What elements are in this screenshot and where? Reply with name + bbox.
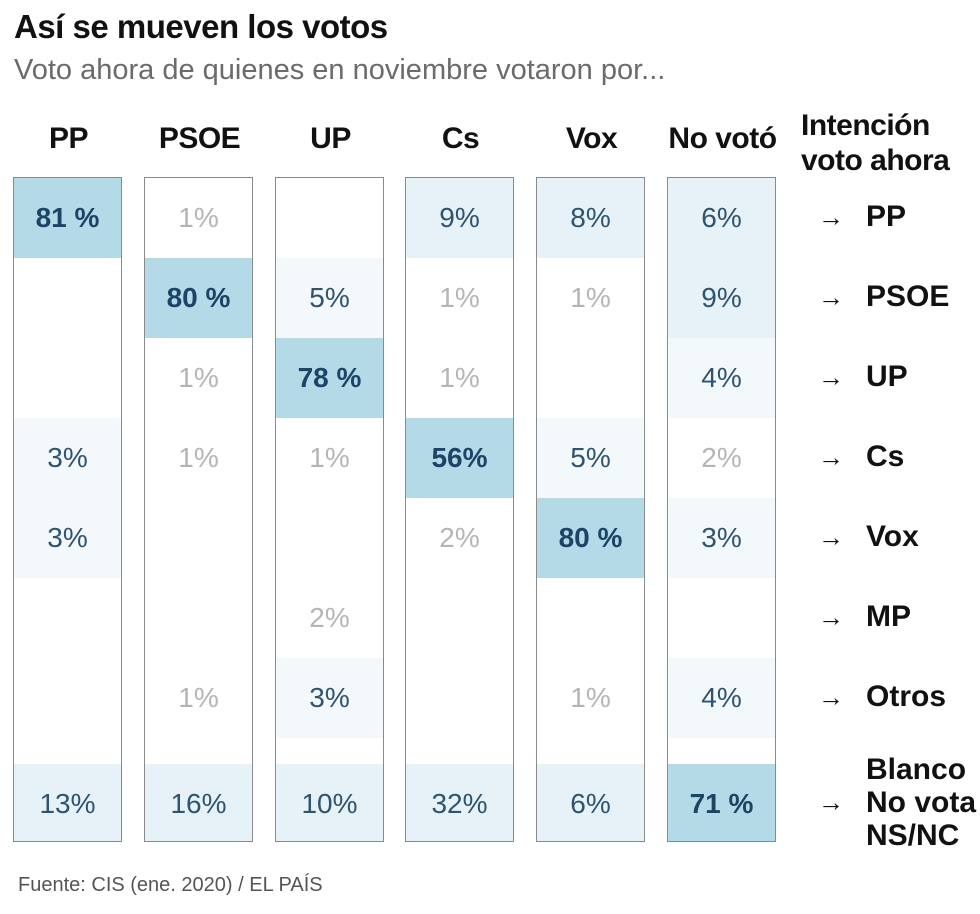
row-label-text: PP	[866, 200, 906, 234]
column-header: UP	[310, 122, 351, 155]
arrow-icon: →	[818, 441, 844, 472]
row-label-line: Vox	[866, 520, 919, 553]
value-cell: 3%	[668, 498, 775, 578]
value-cell: 56%	[406, 418, 513, 498]
column-header: PSOE	[158, 122, 241, 155]
value-cell: 71 %	[668, 764, 775, 841]
value-cell: 2%	[309, 602, 350, 633]
value-cell: 1%	[178, 362, 219, 393]
row-label: → Blanco No vota NS/NC	[818, 753, 976, 852]
column-box: 8% 1% 5% 80 % 1% 6%	[536, 177, 645, 842]
value-cell: 80 %	[145, 258, 252, 338]
value-cell: 10%	[276, 764, 383, 841]
column-box: 9% 1% 1% 56% 2% 32%	[405, 177, 514, 842]
column-header: PP	[48, 122, 89, 155]
row-label: → Vox	[818, 497, 919, 577]
row-label-line: Cs	[866, 440, 905, 473]
value-cell: 32%	[406, 764, 513, 841]
arrow-icon: →	[818, 521, 844, 552]
column-header: Cs	[441, 122, 480, 155]
column-box: 1% 80 % 1% 1% 1% 16%	[144, 177, 253, 842]
row-label: → Otros	[818, 657, 946, 737]
column-header: No votó	[668, 122, 777, 155]
row-axis-title-line: voto ahora	[801, 144, 950, 177]
row-label-line: UP	[866, 360, 908, 393]
source-note: Fuente: CIS (ene. 2020) / EL PAÍS	[18, 874, 323, 896]
value-cell: 3%	[14, 418, 121, 498]
value-cell: 9%	[668, 258, 775, 338]
row-label: → Cs	[818, 417, 904, 497]
row-label-line: Otros	[866, 680, 947, 713]
value-cell: 4%	[668, 338, 775, 418]
row-label: → PSOE	[818, 257, 949, 337]
row-label: → UP	[818, 337, 908, 417]
row-label-line: No vota	[866, 786, 977, 819]
value-cell: 1%	[570, 282, 611, 313]
row-label-text: UP	[866, 360, 908, 394]
value-cell: 1%	[570, 682, 611, 713]
row-label-text: Cs	[866, 440, 904, 474]
value-cell: 2%	[439, 522, 480, 553]
row-label-text: PSOE	[866, 280, 949, 314]
value-cell: 1%	[178, 682, 219, 713]
row-label: → PP	[818, 177, 906, 257]
value-cell: 1%	[309, 442, 350, 473]
value-cell: 5%	[537, 418, 644, 498]
row-label: → MP	[818, 577, 911, 657]
row-axis-title-line: Intención	[801, 109, 930, 142]
value-cell: 9%	[406, 178, 513, 258]
value-cell: 4%	[668, 658, 775, 738]
value-cell: 1%	[178, 202, 219, 233]
arrow-icon: →	[818, 787, 844, 817]
value-cell: 1%	[439, 362, 480, 393]
row-label-text: MP	[866, 600, 911, 634]
row-label-text: Otros	[866, 680, 946, 714]
row-label-line: NS/NC	[866, 819, 960, 852]
column-box: 6% 9% 4% 2% 3% 4% 71 %	[667, 177, 776, 842]
value-cell: 8%	[537, 178, 644, 258]
value-cell: 81 %	[14, 178, 121, 258]
value-cell: 80 %	[537, 498, 644, 578]
value-cell: 13%	[14, 764, 121, 841]
value-cell: 3%	[276, 658, 383, 738]
value-cell: 3%	[14, 498, 121, 578]
arrow-icon: →	[818, 681, 844, 712]
value-cell: 2%	[701, 442, 742, 473]
row-axis-title: Intención voto ahora	[801, 108, 950, 178]
value-cell: 5%	[276, 258, 383, 338]
column-header: Vox	[565, 122, 618, 155]
row-label-line: Blanco	[866, 753, 967, 786]
row-label-line: PP	[866, 200, 907, 233]
value-cell: 1%	[178, 442, 219, 473]
row-label-line: MP	[866, 600, 911, 633]
row-label-text: Vox	[866, 520, 919, 554]
column-box: 81 % 3% 3% 13%	[13, 177, 122, 842]
arrow-icon: →	[818, 281, 844, 312]
value-cell: 78 %	[276, 338, 383, 418]
value-cell: 6%	[668, 178, 775, 258]
arrow-icon: →	[818, 201, 844, 232]
value-cell: 1%	[439, 282, 480, 313]
chart-subtitle: Voto ahora de quienes en noviembre votar…	[14, 54, 666, 86]
value-cell: 6%	[537, 764, 644, 841]
column-box: 5% 78 % 1% 2% 3% 10%	[275, 177, 384, 842]
row-label-text: Blanco No vota NS/NC	[866, 753, 976, 852]
value-cell: 16%	[145, 764, 252, 841]
arrow-icon: →	[818, 361, 844, 392]
arrow-icon: →	[818, 601, 844, 632]
row-label-line: PSOE	[866, 280, 950, 313]
chart-title: Así se mueven los votos	[14, 8, 388, 45]
